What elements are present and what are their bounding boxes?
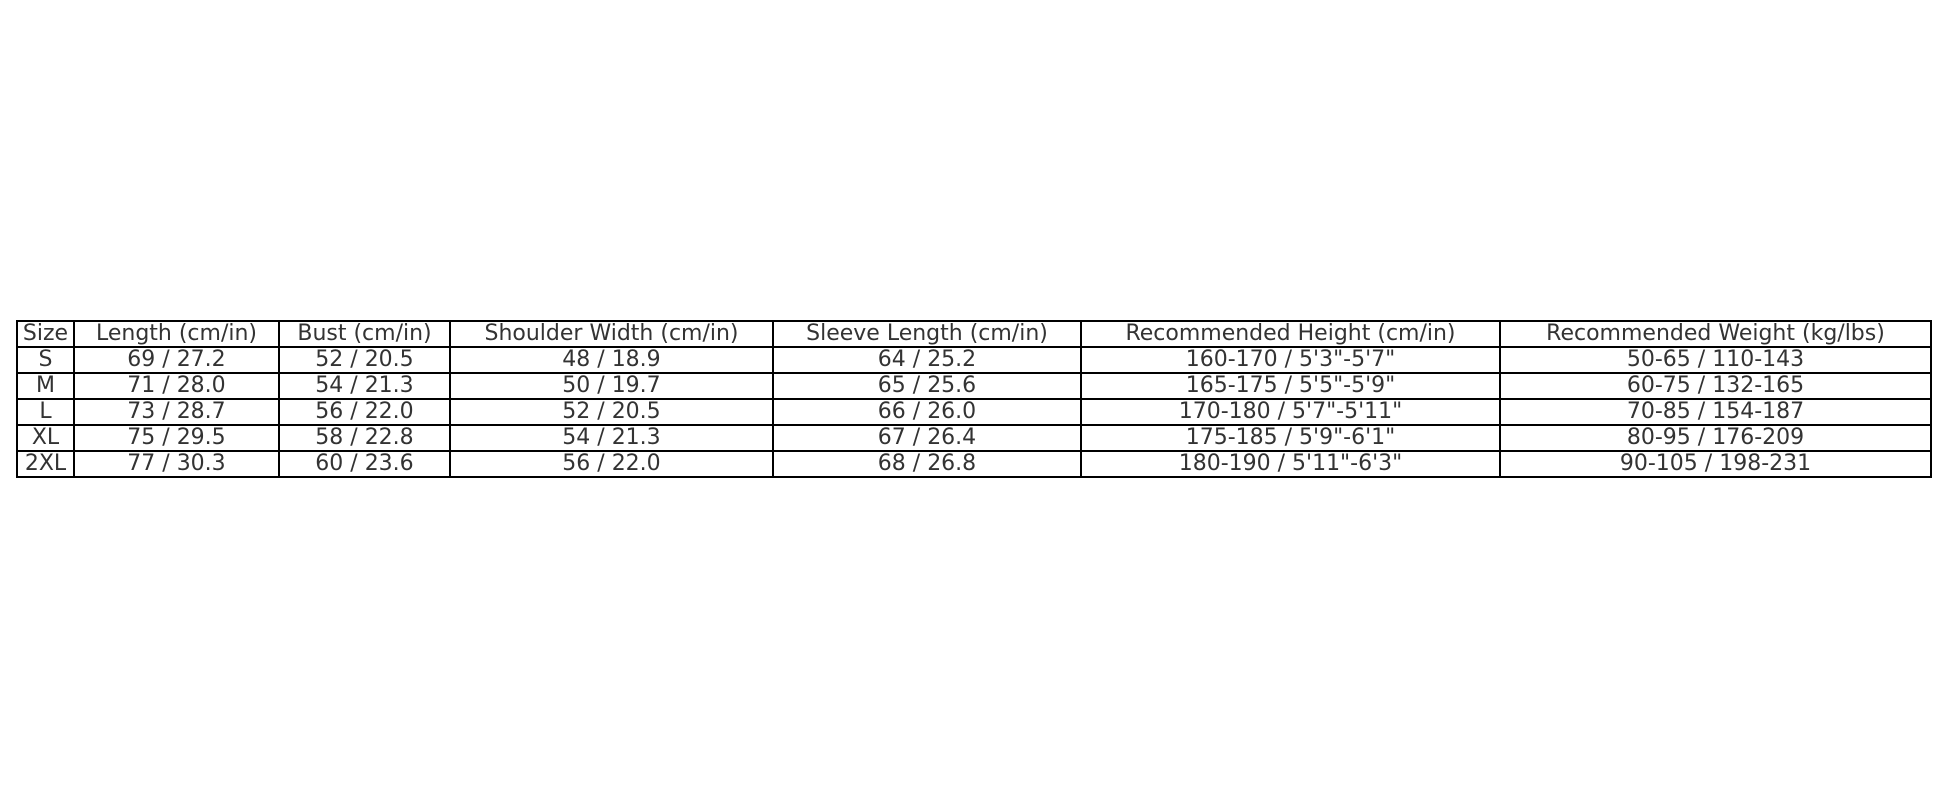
data-row: 2XL 77 / 30.3 60 / 23.6 56 / 22.0 68 / 26.8 1…: [16, 450, 1932, 478]
table-cell: 69 / 27.2: [73, 346, 280, 374]
header-cell: Shoulder Width (cm/in): [449, 320, 774, 348]
size-table: Size Length (cm/in) Bust (cm/in) Shoulder W…: [16, 320, 1932, 478]
table-cell: 52 / 20.5: [278, 346, 451, 374]
table-cell: 80-95 / 176-209: [1499, 424, 1932, 452]
data-row: M 71 / 28.0 54 / 21.3 50 / 19.7 65 / 25.6 165…: [16, 372, 1932, 400]
table-cell: 70-85 / 154-187: [1499, 398, 1932, 426]
table-cell: 66 / 26.0: [772, 398, 1082, 426]
table-cell: 50 / 19.7: [449, 372, 774, 400]
table-cell: 77 / 30.3: [73, 450, 280, 478]
data-row: S 69 / 27.2 52 / 20.5 48 / 18.9 64 / 25.2 160…: [16, 346, 1932, 374]
table-cell: 60-75 / 132-165: [1499, 372, 1932, 400]
header-cell: Recommended Weight (kg/lbs): [1499, 320, 1932, 348]
table-cell: 175-185 / 5'9"-6'1": [1080, 424, 1501, 452]
table-cell: XL: [16, 424, 75, 452]
table-cell: 56 / 22.0: [449, 450, 774, 478]
header-cell: Bust (cm/in): [278, 320, 451, 348]
table-cell: 68 / 26.8: [772, 450, 1082, 478]
table-cell: 60 / 23.6: [278, 450, 451, 478]
table-cell: L: [16, 398, 75, 426]
data-row: XL 75 / 29.5 58 / 22.8 54 / 21.3 67 / 26.4 17…: [16, 424, 1932, 452]
data-row: L 73 / 28.7 56 / 22.0 52 / 20.5 66 / 26.0 170…: [16, 398, 1932, 426]
table-cell: 50-65 / 110-143: [1499, 346, 1932, 374]
table-cell: 64 / 25.2: [772, 346, 1082, 374]
table-cell: 90-105 / 198-231: [1499, 450, 1932, 478]
table-cell: 56 / 22.0: [278, 398, 451, 426]
table-cell: S: [16, 346, 75, 374]
table-cell: M: [16, 372, 75, 400]
table-cell: 54 / 21.3: [278, 372, 451, 400]
header-cell: Sleeve Length (cm/in): [772, 320, 1082, 348]
table-cell: 180-190 / 5'11"-6'3": [1080, 450, 1501, 478]
table-cell: 75 / 29.5: [73, 424, 280, 452]
header-cell: Recommended Height (cm/in): [1080, 320, 1501, 348]
table-cell: 71 / 28.0: [73, 372, 280, 400]
table-cell: 160-170 / 5'3"-5'7": [1080, 346, 1501, 374]
table-cell: 58 / 22.8: [278, 424, 451, 452]
table-cell: 67 / 26.4: [772, 424, 1082, 452]
table-cell: 65 / 25.6: [772, 372, 1082, 400]
table-cell: 73 / 28.7: [73, 398, 280, 426]
table-cell: 2XL: [16, 450, 75, 478]
table-cell: 165-175 / 5'5"-5'9": [1080, 372, 1501, 400]
header-cell: Size: [16, 320, 75, 348]
table-body: Size Length (cm/in) Bust (cm/in) Shoulder W…: [16, 320, 1932, 478]
table-cell: 170-180 / 5'7"-5'11": [1080, 398, 1501, 426]
table-cell: 48 / 18.9: [449, 346, 774, 374]
header-row: Size Length (cm/in) Bust (cm/in) Shoulder W…: [16, 320, 1932, 348]
table-cell: 54 / 21.3: [449, 424, 774, 452]
header-cell: Length (cm/in): [73, 320, 280, 348]
table-cell: 52 / 20.5: [449, 398, 774, 426]
